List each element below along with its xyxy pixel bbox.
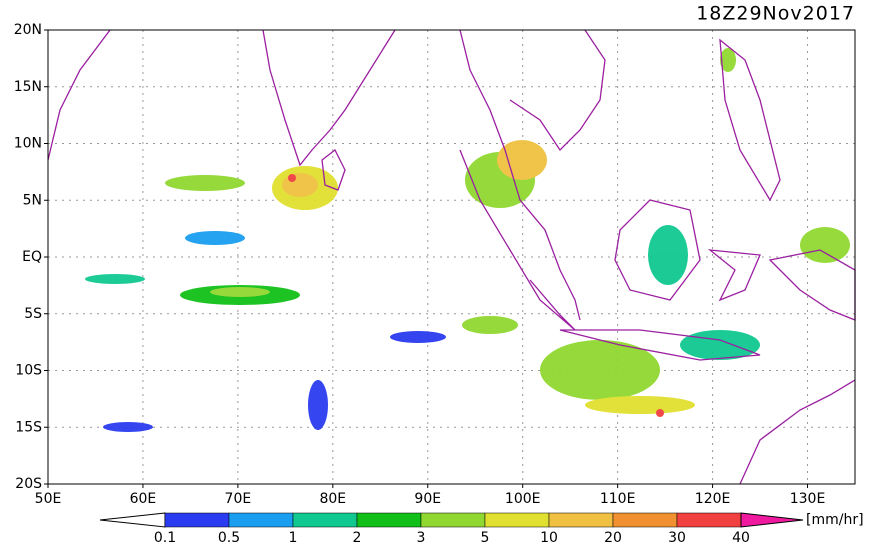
lat-label: 20S	[15, 476, 42, 492]
lon-label: 60E	[130, 491, 157, 507]
lon-label: 110E	[600, 491, 636, 507]
colorbar: 0.1 0.5 1 2 3 5 10 20 30 40 [mm/hr]	[99, 512, 864, 546]
lon-label: 50E	[35, 491, 62, 507]
colorbar-label: 2	[353, 530, 362, 544]
grid	[48, 30, 855, 484]
coast	[459, 149, 576, 331]
rain-cell	[185, 231, 245, 245]
colorbar-label: 10	[540, 530, 558, 544]
coast	[459, 29, 581, 321]
rain-cell	[656, 409, 664, 417]
rain-cell	[85, 274, 145, 284]
colorbar-box	[612, 512, 678, 528]
coast	[739, 379, 856, 485]
lat-label: 5N	[23, 192, 42, 208]
colorbar-label: 0.5	[218, 530, 240, 544]
lat-label: 5S	[24, 306, 42, 322]
rain-cell	[288, 174, 296, 182]
lon-label: 120E	[695, 491, 731, 507]
map-title: 18Z29Nov2017	[696, 3, 855, 25]
rain-cell	[497, 140, 547, 180]
lon-label: 130E	[790, 491, 826, 507]
colorbar-label: 0.1	[154, 530, 176, 544]
rain-cell	[540, 340, 660, 400]
lat-label: 10S	[15, 363, 42, 379]
coast	[559, 329, 761, 361]
rain-cell	[390, 331, 446, 343]
colorbar-box	[292, 512, 358, 528]
rain-cell	[103, 422, 153, 432]
lat-label: 20N	[14, 22, 42, 38]
lon-label: 70E	[225, 491, 252, 507]
colorbar-label: 1	[289, 530, 298, 544]
lat-label: 15S	[15, 419, 42, 435]
coast	[321, 149, 346, 191]
colorbar-label: 3	[417, 530, 426, 544]
lat-label: 10N	[14, 136, 42, 152]
colorbar-label: 30	[668, 530, 686, 544]
rain	[85, 48, 850, 432]
colorbar-box	[420, 512, 486, 528]
rain-cell	[210, 287, 270, 297]
colorbar-box	[676, 512, 742, 528]
colorbar-box	[164, 512, 230, 528]
rain-cell	[282, 173, 318, 197]
rain-cell	[648, 225, 688, 285]
lat-label: 15N	[14, 79, 42, 95]
coast	[262, 29, 396, 167]
rain-cell	[462, 316, 518, 334]
lon-label: 100E	[505, 491, 541, 507]
coastlines	[47, 29, 856, 485]
colorbar-box	[228, 512, 294, 528]
colorbar-unit: [mm/hr]	[806, 512, 864, 528]
rain-cell	[165, 175, 245, 191]
map-frame	[47, 29, 856, 485]
colorbar-end	[99, 512, 166, 528]
coast	[707, 249, 761, 302]
coast	[509, 29, 606, 152]
colorbar-label: 40	[732, 530, 750, 544]
colorbar-box	[548, 512, 614, 528]
rain-cell	[720, 48, 736, 72]
rain-cell	[308, 380, 328, 430]
rain-cell	[585, 396, 695, 414]
lon-label: 80E	[319, 491, 346, 507]
coast	[47, 29, 111, 161]
lat-label: EQ	[22, 249, 42, 265]
rain-cell	[800, 227, 850, 263]
coast	[614, 199, 701, 301]
coast	[719, 38, 781, 202]
colorbar-box	[484, 512, 550, 528]
colorbar-end	[740, 512, 804, 528]
colorbar-label: 5	[481, 530, 490, 544]
lon-label: 90E	[414, 491, 441, 507]
colorbar-box	[356, 512, 422, 528]
colorbar-label: 20	[604, 530, 622, 544]
